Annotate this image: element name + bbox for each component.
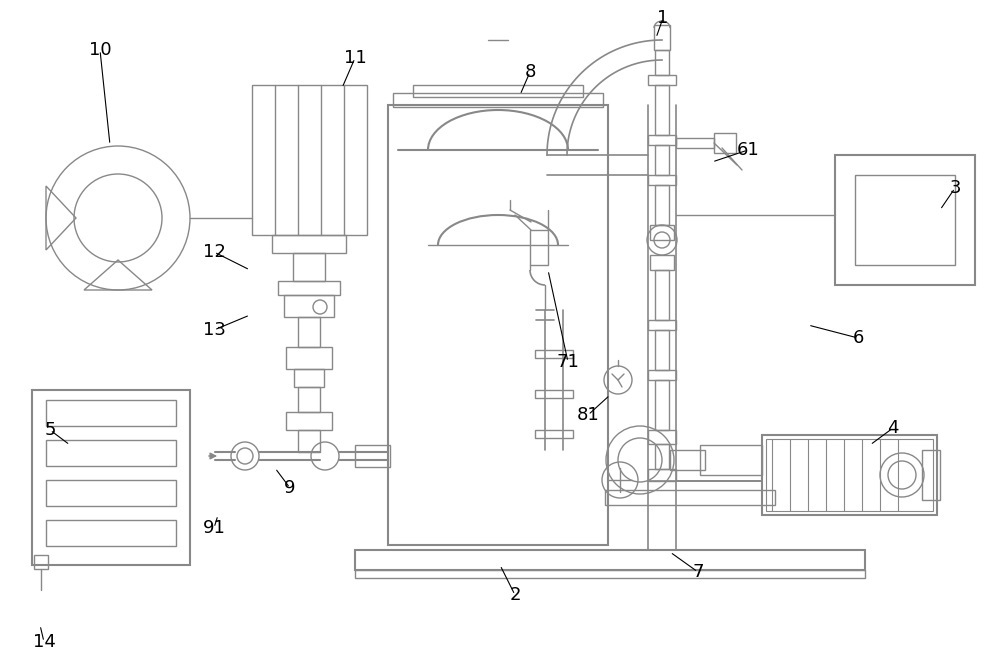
Bar — [388, 105, 608, 545]
Bar — [535, 350, 573, 358]
Bar — [648, 469, 676, 481]
Bar — [670, 450, 705, 470]
Bar — [413, 85, 583, 97]
Bar — [655, 185, 669, 225]
Bar — [648, 320, 676, 330]
Text: 14: 14 — [33, 633, 55, 651]
Bar — [298, 317, 320, 347]
Text: 3: 3 — [949, 179, 961, 197]
Bar — [286, 412, 332, 430]
Bar — [605, 490, 775, 505]
Bar — [714, 133, 736, 153]
Bar — [46, 480, 176, 506]
Bar — [294, 369, 324, 387]
Bar — [650, 225, 674, 240]
Bar — [293, 253, 325, 281]
Bar — [535, 430, 573, 438]
Text: 5: 5 — [44, 421, 56, 439]
Text: 9: 9 — [284, 479, 296, 497]
Text: 71: 71 — [557, 353, 579, 371]
Bar — [286, 347, 332, 369]
Text: 13: 13 — [203, 321, 225, 339]
Text: 61: 61 — [737, 141, 759, 159]
Bar — [535, 390, 573, 398]
Bar — [650, 255, 674, 270]
Text: 2: 2 — [509, 586, 521, 604]
Bar — [32, 390, 190, 565]
Bar — [655, 145, 669, 175]
Bar — [655, 50, 669, 75]
Bar — [530, 230, 548, 265]
Bar — [648, 175, 676, 185]
Text: 11: 11 — [344, 49, 366, 67]
Bar — [655, 444, 669, 469]
Bar — [355, 570, 865, 578]
Bar — [46, 520, 176, 546]
Text: 1: 1 — [657, 9, 669, 27]
Text: 10: 10 — [89, 41, 111, 59]
Text: 6: 6 — [852, 329, 864, 347]
Text: 12: 12 — [203, 243, 225, 261]
Bar — [34, 555, 48, 569]
Text: 4: 4 — [887, 419, 899, 437]
Bar — [855, 175, 955, 265]
Bar — [298, 430, 320, 452]
Text: 7: 7 — [692, 563, 704, 581]
Bar — [700, 445, 762, 475]
Bar — [655, 330, 669, 370]
Bar — [922, 450, 940, 500]
Bar — [648, 430, 676, 444]
Bar — [835, 155, 975, 285]
Bar — [278, 281, 340, 295]
Bar — [284, 295, 334, 317]
Bar — [762, 435, 937, 515]
Bar — [648, 135, 676, 145]
Bar — [46, 440, 176, 466]
Bar — [655, 380, 669, 430]
Bar — [676, 138, 714, 148]
Bar — [355, 550, 865, 570]
Bar — [766, 439, 933, 511]
Bar — [655, 85, 669, 135]
Bar — [654, 25, 670, 50]
Text: 91: 91 — [203, 519, 225, 537]
Bar — [298, 387, 320, 412]
Bar — [393, 93, 603, 107]
Bar — [355, 445, 390, 467]
Text: 81: 81 — [577, 406, 599, 424]
Bar — [655, 270, 669, 320]
Text: 8: 8 — [524, 63, 536, 81]
Bar — [46, 400, 176, 426]
Bar — [648, 370, 676, 380]
Bar — [252, 85, 367, 235]
Bar — [272, 235, 346, 253]
Bar — [648, 75, 676, 85]
